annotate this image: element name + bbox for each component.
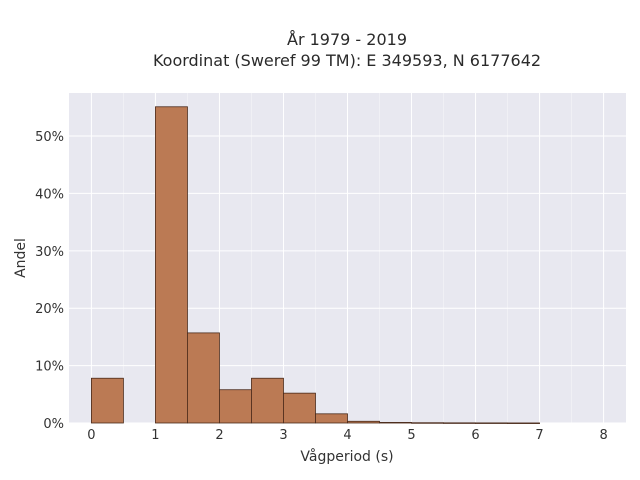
histogram-bar	[219, 389, 252, 424]
x-tick-label: 7	[535, 428, 543, 443]
histogram-bar	[315, 413, 348, 424]
histogram-bar	[411, 422, 444, 424]
histogram-bar	[475, 422, 508, 424]
x-tick-label: 8	[599, 428, 607, 443]
x-tick-label: 0	[87, 428, 95, 443]
y-axis-label: Andel	[13, 238, 29, 278]
histogram-bar	[347, 420, 380, 424]
histogram-bar	[251, 377, 284, 424]
histogram-bar	[155, 106, 188, 424]
histogram-bar	[379, 422, 412, 424]
y-tick-label: 0%	[43, 417, 64, 432]
x-tick-label: 2	[215, 428, 223, 443]
histogram-bar	[91, 377, 124, 424]
histogram-bar	[283, 392, 316, 424]
x-tick-label: 6	[471, 428, 479, 443]
y-tick-label: 10%	[35, 360, 64, 375]
x-tick-label: 4	[343, 428, 351, 443]
x-axis-label: Vågperiod (s)	[300, 448, 393, 465]
chart-title-line-2: Koordinat (Sweref 99 TM): E 349593, N 61…	[153, 51, 541, 70]
x-tick-label: 3	[279, 428, 287, 443]
y-tick-label: 30%	[35, 245, 64, 260]
chart-title-line-1: År 1979 - 2019	[287, 30, 407, 49]
y-tick-label: 50%	[35, 130, 64, 145]
histogram-bar	[443, 422, 476, 424]
y-tick-label: 20%	[35, 302, 64, 317]
x-axis-ticks: 0 1 2 3 4 5 6 7 8	[87, 428, 607, 443]
x-tick-label: 1	[151, 428, 159, 443]
y-axis-ticks: 0% 10% 20% 30% 40% 50%	[35, 130, 64, 432]
x-tick-label: 5	[407, 428, 415, 443]
y-tick-label: 40%	[35, 187, 64, 202]
histogram-bar	[507, 422, 540, 424]
histogram-bar	[187, 332, 220, 424]
bars	[91, 106, 540, 424]
